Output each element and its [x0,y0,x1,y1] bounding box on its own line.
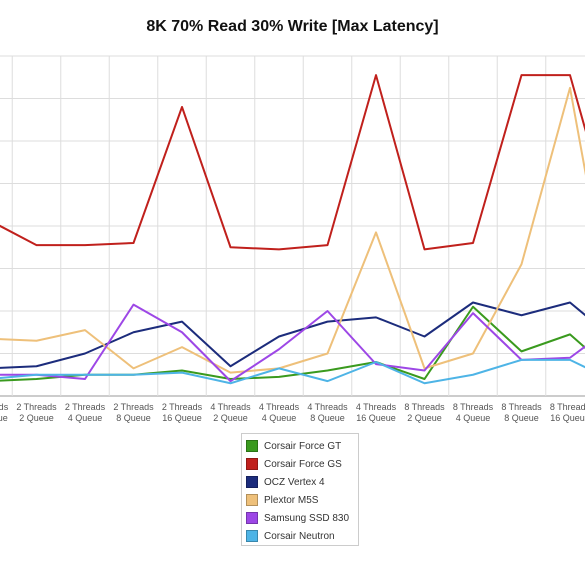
series-line-ocz-vertex-4 [0,301,585,369]
legend-swatch [246,494,258,506]
legend-swatch [246,476,258,488]
legend-entry: Corsair Force GS [242,455,358,473]
x-tick-label: 2 Threads 4 Queue [65,402,106,423]
legend-swatch [246,458,258,470]
x-tick-label: 2 Threads 16 Queue [162,402,203,423]
legend-entry: Corsair Neutron [242,527,358,545]
series-line-plextor-m5s [0,86,585,374]
legend-label: Corsair Force GT [264,440,342,452]
legend-entry: Plextor M5S [242,491,358,509]
grid [0,55,585,397]
legend-entry: OCZ Vertex 4 [242,473,358,491]
legend-swatch [246,440,258,452]
x-tick-label: 4 Threads 16 Queue [356,402,397,423]
legend-entry: Corsair Force GT [242,437,358,455]
legend-entry: Samsung SSD 830 [242,509,358,527]
chart-title: 8K 70% Read 30% Write [Max Latency] [146,18,439,35]
legend-label: Plextor M5S [264,494,319,506]
legend-swatch [246,512,258,524]
x-tick-label: 8 Threads 2 Queue [404,402,445,423]
legend-label: Samsung SSD 830 [264,512,350,524]
x-tick-label: 4 Threads 2 Queue [210,402,251,423]
legend-swatch [246,530,258,542]
x-tick-label: 4 Threads 4 Queue [259,402,300,423]
legend-label: Corsair Neutron [264,530,335,542]
x-tick-label: 8 Threads 8 Queue [501,402,542,423]
x-tick-label: 2 Threads 8 Queue [113,402,154,423]
legend: Corsair Force GT Corsair Force GS OCZ Vert… [241,433,359,546]
series-line-samsung-ssd-830 [0,303,585,383]
x-tick-label: 4 Threads 8 Queue [307,402,348,423]
x-tick-label: 2 Threads 2 Queue [16,402,57,423]
legend-label: Corsair Force GS [264,458,342,470]
series-lines [0,74,585,385]
x-tick-label: 8 Threads 4 Queue [453,402,494,423]
legend-label: OCZ Vertex 4 [264,476,325,488]
series-line-corsair-force-gs [0,74,585,251]
series-line-corsair-neutron [0,358,585,385]
